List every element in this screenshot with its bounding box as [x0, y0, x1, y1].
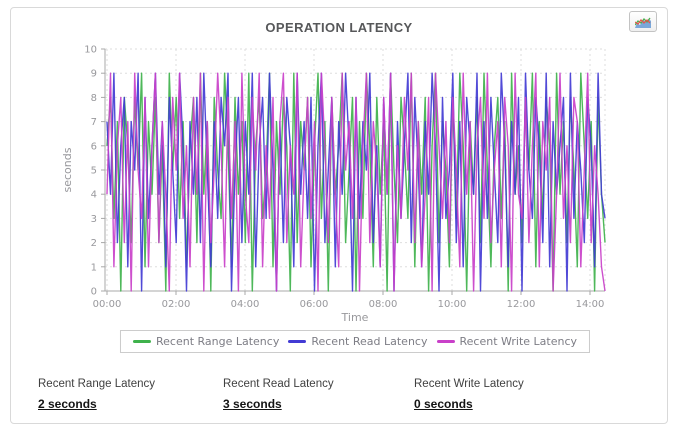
svg-text:seconds: seconds: [61, 147, 74, 192]
svg-text:14:00: 14:00: [576, 299, 605, 310]
range-latency-swatch-icon: [132, 340, 151, 343]
svg-text:04:00: 04:00: [231, 299, 260, 310]
svg-text:10:00: 10:00: [438, 299, 467, 310]
legend-label: Recent Read Latency: [311, 335, 428, 348]
svg-text:9: 9: [91, 69, 97, 80]
stat-value-link[interactable]: 0 seconds: [414, 397, 473, 411]
svg-text:2: 2: [91, 238, 97, 249]
chart-legend: Recent Range Latency Recent Read Latency…: [119, 330, 591, 353]
stat-read-latency: Recent Read Latency 3 seconds: [223, 378, 334, 411]
stat-label: Recent Read Latency: [223, 378, 334, 390]
svg-text:00:00: 00:00: [93, 299, 122, 310]
svg-text:1: 1: [91, 262, 97, 273]
write-latency-swatch-icon: [436, 340, 455, 343]
read-latency-swatch-icon: [288, 340, 307, 343]
stat-range-latency: Recent Range Latency 2 seconds: [38, 378, 155, 411]
stat-label: Recent Range Latency: [38, 378, 155, 390]
legend-item-write-latency[interactable]: Recent Write Latency: [436, 335, 577, 348]
svg-text:10: 10: [84, 45, 97, 56]
legend-label: Recent Write Latency: [459, 335, 578, 348]
svg-text:06:00: 06:00: [300, 299, 329, 310]
chart-title: OPERATION LATENCY: [265, 20, 413, 35]
stat-value-link[interactable]: 3 seconds: [223, 397, 282, 411]
stat-write-latency: Recent Write Latency 0 seconds: [414, 378, 524, 411]
svg-text:8: 8: [91, 93, 97, 104]
operation-latency-panel: OPERATION LATENCY 0 1 2 3 4 5 6 7 8 9 10 00:00 02:00…: [10, 7, 668, 424]
legend-item-range-latency[interactable]: Recent Range Latency: [132, 335, 280, 348]
svg-text:0: 0: [91, 287, 97, 298]
legend-label: Recent Range Latency: [155, 335, 280, 348]
svg-text:7: 7: [91, 117, 97, 128]
svg-text:Time: Time: [341, 311, 369, 324]
svg-text:08:00: 08:00: [369, 299, 398, 310]
chart-type-button[interactable]: [629, 11, 657, 32]
latency-line-chart: 0 1 2 3 4 5 6 7 8 9 10 00:00 02:00 04:00 06:00 08:00 10:…: [61, 45, 606, 324]
mini-area-chart-icon: [635, 16, 651, 28]
svg-text:3: 3: [91, 214, 97, 225]
stat-value-link[interactable]: 2 seconds: [38, 397, 97, 411]
svg-text:12:00: 12:00: [507, 299, 536, 310]
svg-text:6: 6: [91, 141, 97, 152]
svg-text:02:00: 02:00: [162, 299, 191, 310]
svg-text:4: 4: [91, 190, 97, 201]
stat-label: Recent Write Latency: [414, 378, 524, 390]
legend-item-read-latency[interactable]: Recent Read Latency: [288, 335, 427, 348]
svg-text:5: 5: [91, 166, 97, 177]
